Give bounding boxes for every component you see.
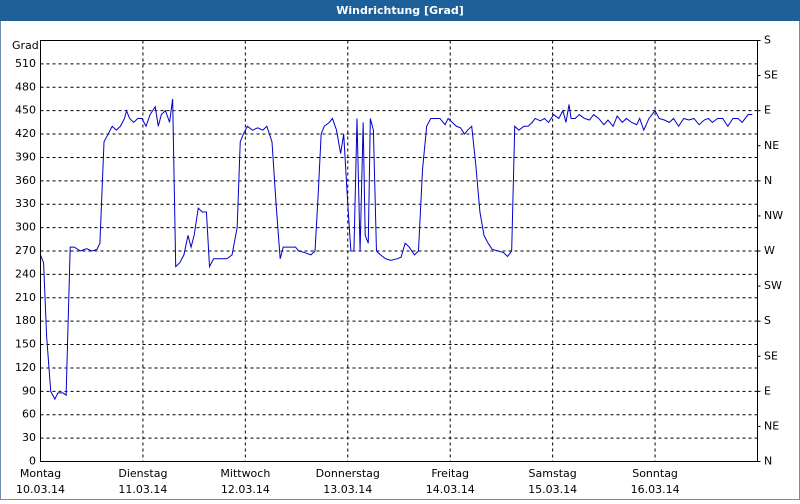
x-tick-date: 12.03.14 (221, 483, 270, 496)
x-tick-date: 13.03.14 (323, 483, 372, 496)
y-tick-label: 360 (15, 174, 36, 187)
y2-tick-label: NE (764, 419, 779, 432)
y2-tick-label: S (764, 34, 771, 47)
plot-area: 0 30 60 90 120 150 180 210 240 270 300 330 360 390 420… (15, 34, 783, 497)
x-tick-date: 10.03.14 (16, 483, 65, 496)
x-tick-date: 16.03.14 (631, 483, 680, 496)
y2-tick-label: E (764, 384, 771, 397)
y-tick-label: 450 (15, 104, 36, 117)
y-tick-label: 420 (15, 127, 36, 140)
y-tick-label: 60 (22, 408, 36, 421)
x-tick-label: Samstag (529, 467, 577, 480)
y-tick-label: 240 (15, 267, 36, 280)
x-tick-label: Donnerstag (316, 467, 380, 480)
x-tick-label: Freitag (431, 467, 469, 480)
y2-tick-label: SE (764, 69, 778, 82)
x-tick-date: 15.03.14 (528, 483, 577, 496)
y2-tick-label: N (764, 174, 772, 187)
y2-tick-label: NE (764, 139, 779, 152)
data-line (40, 98, 753, 401)
x-tick-date: 11.03.14 (118, 483, 167, 496)
y-tick-label: 390 (15, 150, 36, 163)
y-tick-label: 270 (15, 244, 36, 257)
y-tick-label: 0 (29, 455, 36, 468)
y-tick-label: 510 (15, 57, 36, 70)
plot-border (40, 40, 758, 462)
y-tick-label: 210 (15, 291, 36, 304)
y2-tick-label: E (764, 104, 771, 117)
chart-title: Windrichtung [Grad] (336, 4, 464, 17)
y-tick-label: 180 (15, 314, 36, 327)
x-tick-label: Mittwoch (220, 467, 270, 480)
y2-tick-label: S (764, 314, 771, 327)
y2-tick-label: SE (764, 349, 778, 362)
y-tick-label: 330 (15, 197, 36, 210)
y-tick-label: 300 (15, 221, 36, 234)
x-tick-label: Sonntag (632, 467, 678, 480)
y-tick-label: 30 (22, 431, 36, 444)
y2-tick-label: SW (764, 279, 782, 292)
x-tick-label: Dienstag (118, 467, 167, 480)
y-tick-label: 150 (15, 338, 36, 351)
y-tick-label: 120 (15, 361, 36, 374)
y-tick-label: 480 (15, 80, 36, 93)
y2-tick-label: NW (764, 209, 783, 222)
x-tick-date: 14.03.14 (426, 483, 475, 496)
title-bar (0, 0, 800, 21)
y-axis-label: Grad (12, 39, 39, 52)
y2-tick-label: N (764, 455, 772, 468)
x-tick-label: Montag (20, 467, 61, 480)
y-tick-label: 90 (22, 384, 36, 397)
y2-tick-label: W (764, 244, 775, 257)
